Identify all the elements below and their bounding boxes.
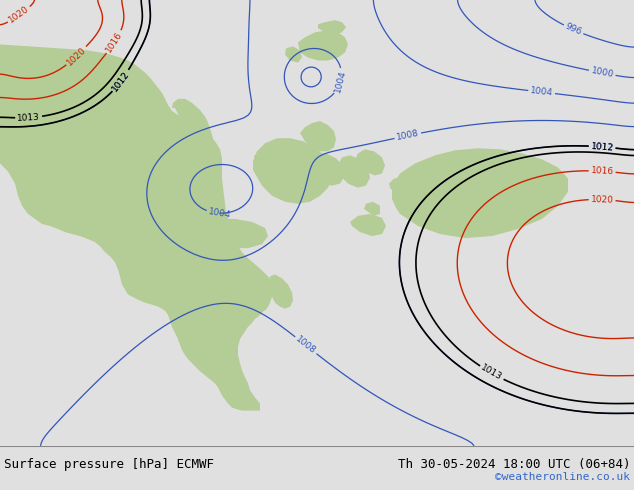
Polygon shape [350,214,386,236]
Polygon shape [389,177,408,196]
Text: 1020: 1020 [7,4,31,25]
Text: 1013: 1013 [479,364,504,383]
Text: Th 30-05-2024 18:00 UTC (06+84): Th 30-05-2024 18:00 UTC (06+84) [398,458,630,471]
Text: Surface pressure [hPa] ECMWF: Surface pressure [hPa] ECMWF [4,458,214,471]
Polygon shape [0,0,273,411]
Text: 1020: 1020 [590,195,614,204]
Text: 1004: 1004 [208,207,232,220]
Text: 1012: 1012 [110,69,131,93]
Text: 1016: 1016 [105,30,124,54]
Text: 1016: 1016 [590,166,614,176]
Polygon shape [392,148,568,238]
Polygon shape [338,155,370,188]
Polygon shape [364,202,380,216]
Polygon shape [254,151,272,169]
Polygon shape [298,30,348,61]
Polygon shape [185,219,268,248]
Polygon shape [253,138,332,204]
Text: 1013: 1013 [17,113,41,122]
Text: 1008: 1008 [396,129,420,143]
Polygon shape [268,274,293,309]
Polygon shape [188,155,214,254]
Polygon shape [355,149,385,175]
Polygon shape [303,153,345,186]
Text: 1008: 1008 [294,335,318,356]
Polygon shape [300,121,336,151]
Text: ©weatheronline.co.uk: ©weatheronline.co.uk [495,472,630,482]
Polygon shape [144,113,204,161]
Polygon shape [318,20,346,34]
Text: 1004: 1004 [530,86,553,98]
Text: 996: 996 [564,22,583,37]
Polygon shape [285,47,302,63]
Text: 1012: 1012 [590,142,614,152]
Text: 1020: 1020 [65,45,88,67]
Text: 1004: 1004 [333,69,347,94]
Text: 1000: 1000 [590,66,614,79]
Text: 1012: 1012 [590,142,614,152]
Polygon shape [172,99,222,239]
Text: 1012: 1012 [110,69,131,93]
